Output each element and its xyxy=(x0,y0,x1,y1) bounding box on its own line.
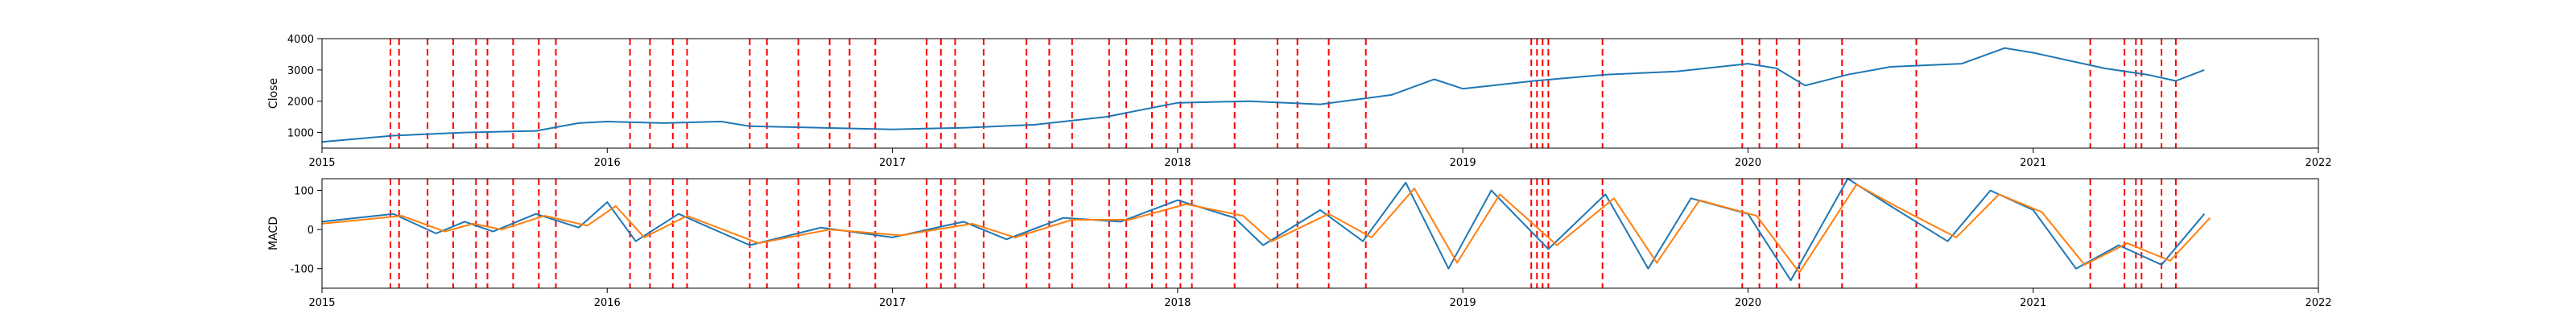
macd-x-axis: 2015 2016 2017 2018 2019 2020 2021 2022 xyxy=(308,288,2332,309)
x-tick-label: 2018 xyxy=(1164,157,1191,169)
x-tick-label: 2019 xyxy=(1450,157,1476,169)
series-line xyxy=(321,184,2211,274)
y-tick-label: 0 xyxy=(308,225,314,237)
y-tick-label: 1000 xyxy=(287,128,314,140)
y-tick-label: 100 xyxy=(294,186,314,198)
close-series-group xyxy=(321,47,2205,143)
x-tick-label: 2017 xyxy=(879,157,906,169)
y-tick-label: 3000 xyxy=(287,65,314,77)
x-tick-label: 2016 xyxy=(594,157,621,169)
x-tick-label: 2021 xyxy=(2020,297,2046,309)
macd-y-label: MACD xyxy=(267,217,280,250)
close-y-axis: 1000 2000 3000 4000 xyxy=(287,34,322,140)
y-tick-label: 4000 xyxy=(287,34,314,46)
x-tick-label: 2016 xyxy=(594,297,621,309)
macd-panel: 2015 2016 2017 2018 2019 2020 2021 2022 -100 0 10… xyxy=(267,178,2332,309)
x-tick-label: 2015 xyxy=(308,297,335,309)
macd-plot-frame xyxy=(321,178,2319,289)
close-x-axis: 2015 2016 2017 2018 2019 2020 2021 2022 xyxy=(308,148,2332,169)
x-tick-label: 2019 xyxy=(1450,297,1476,309)
x-tick-label: 2018 xyxy=(1164,297,1191,309)
macd-y-axis: -100 0 100 xyxy=(290,186,322,276)
series-line xyxy=(321,47,2205,143)
x-tick-label: 2017 xyxy=(879,297,906,309)
close-y-label: Close xyxy=(267,78,280,109)
x-tick-label: 2022 xyxy=(2305,157,2331,169)
x-tick-label: 2020 xyxy=(1735,157,1761,169)
x-tick-label: 2022 xyxy=(2305,297,2331,309)
x-tick-label: 2020 xyxy=(1735,297,1761,309)
y-tick-label: -100 xyxy=(290,264,314,276)
macd-series-group xyxy=(321,178,2211,282)
y-tick-label: 2000 xyxy=(287,97,314,109)
series-line xyxy=(321,178,2206,282)
x-tick-label: 2015 xyxy=(308,157,335,169)
x-tick-label: 2021 xyxy=(2020,157,2046,169)
close-price-panel: 2015 2016 2017 2018 2019 2020 2021 2022 1000 200… xyxy=(267,34,2332,169)
close-plot-frame xyxy=(321,38,2319,149)
event-lines-group xyxy=(390,39,2177,148)
